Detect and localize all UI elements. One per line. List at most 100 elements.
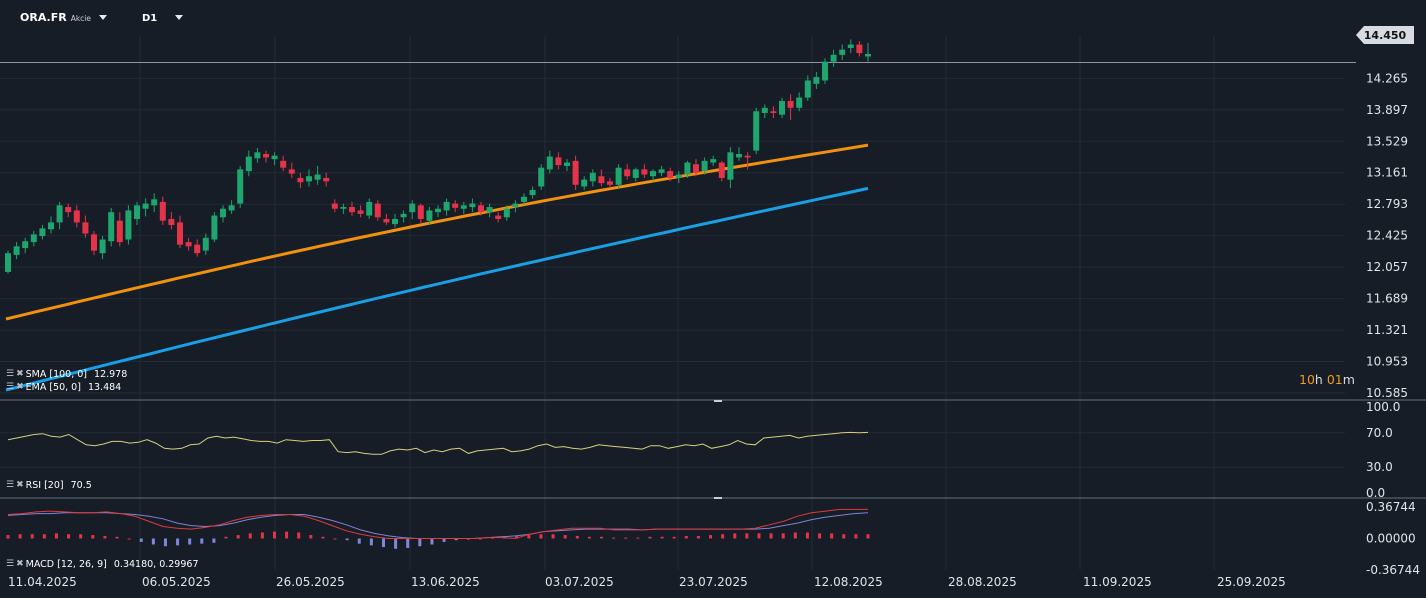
macd-label: MACD [12, 26, 9] (25, 559, 107, 570)
macd-histogram-bar (721, 534, 725, 539)
macd-histogram-bar (260, 532, 264, 539)
menu-icon[interactable]: ☰ (6, 369, 15, 379)
date-axis-tick: 28.08.2025 (948, 575, 1017, 589)
menu-icon[interactable]: ☰ (6, 382, 15, 392)
date-axis-tick: 26.05.2025 (276, 575, 345, 589)
date-axis-tick: 03.07.2025 (545, 575, 614, 589)
candle-bullish (426, 210, 433, 221)
date-axis-tick: 25.09.2025 (1217, 575, 1286, 589)
close-icon[interactable]: ✖ (16, 369, 24, 379)
macd-histogram-bar (563, 535, 567, 539)
candle-bullish (39, 228, 46, 237)
macd-histogram-bar (394, 538, 398, 549)
candle-bullish (142, 203, 149, 209)
price-axis-tick: 11.321 (1366, 323, 1408, 337)
candle-bullish (443, 201, 450, 211)
candles (5, 39, 871, 274)
candle-bullish (521, 196, 527, 202)
timeframe-selector[interactable]: D1 (142, 13, 184, 24)
macd-histogram-bar (79, 534, 83, 539)
candle-bullish (22, 241, 29, 249)
candle-bullish (99, 239, 106, 254)
macd-histogram-bar (369, 538, 373, 546)
rsi-axis-tick: 0.0 (1366, 486, 1385, 500)
macd-values: 0.34180, 0.29967 (113, 559, 199, 570)
candle-bearish (91, 234, 97, 251)
close-icon[interactable]: ✖ (16, 559, 24, 569)
last-price-tag: 14.450 (1356, 26, 1414, 44)
macd-histogram-bar (757, 533, 761, 539)
candle-bullish (400, 213, 407, 218)
macd-histogram-bar (42, 534, 46, 539)
macd-histogram-bar (188, 538, 192, 545)
symbol-selector[interactable]: ORA.FR Akcie (20, 11, 107, 24)
candle-bullish (228, 205, 235, 211)
macd-histogram-bar (248, 533, 252, 539)
rsi-axis-tick: 70.0 (1366, 426, 1393, 440)
candle-bearish (787, 100, 794, 108)
macd-histogram-bar (67, 534, 71, 539)
macd-histogram-bar (527, 535, 531, 539)
candle-bearish (65, 207, 72, 213)
macd-histogram-bar (539, 534, 543, 539)
macd-histogram-bar (696, 535, 700, 539)
macd-histogram-bar (139, 538, 143, 542)
pane-resize-handle[interactable] (714, 400, 722, 402)
candle-bullish (5, 253, 11, 273)
menu-icon[interactable]: ☰ (6, 480, 15, 490)
macd-histogram-bar (866, 534, 870, 539)
candle-bearish (374, 203, 381, 218)
candle-bullish (409, 203, 416, 213)
macd-histogram-bar (357, 538, 361, 544)
price-axis-tick: 10.953 (1366, 355, 1408, 369)
candle-bearish (555, 157, 562, 166)
candle-bearish (168, 218, 175, 225)
macd-histogram-bar (805, 532, 809, 539)
price-axis-tick: 10.585 (1366, 386, 1408, 400)
ema-indicator-legend[interactable]: ☰ ✖ EMA [50, 0] 13.484 (6, 382, 121, 393)
candle-bullish (435, 208, 441, 213)
menu-icon[interactable]: ☰ (6, 559, 15, 569)
candle-bullish (546, 156, 553, 170)
candle-bullish (589, 172, 596, 182)
candle-bullish (512, 203, 519, 208)
macd-histogram-bar (321, 536, 325, 539)
candle-bullish (615, 167, 622, 185)
macd-histogram-bar (430, 538, 434, 545)
macd-histogram-bar (612, 537, 616, 539)
macd-histogram-bar (818, 533, 822, 539)
macd-histogram-bar (200, 538, 204, 544)
macd-histogram-bar (309, 535, 313, 539)
sma-indicator-legend[interactable]: ☰ ✖ SMA [100, 0] 12.978 (6, 369, 127, 380)
close-icon[interactable]: ✖ (16, 382, 24, 392)
candle-bullish (564, 162, 570, 166)
candle-bullish (632, 169, 639, 178)
candle-bearish (177, 222, 183, 245)
candle-bullish (865, 53, 871, 57)
candle-bullish (830, 54, 837, 62)
candle-bullish (779, 100, 785, 115)
date-axis-tick: 06.05.2025 (142, 575, 211, 589)
candle-bullish (125, 210, 132, 240)
candle-bullish (650, 171, 656, 177)
candle-bullish (847, 44, 854, 48)
date-axis-tick: 13.06.2025 (411, 575, 480, 589)
macd-line (7, 508, 868, 540)
candle-bullish (108, 212, 115, 242)
macd-histogram-bar (236, 535, 240, 539)
macd-histogram-bar (636, 537, 640, 539)
close-icon[interactable]: ✖ (16, 480, 24, 490)
macd-histogram-bar (781, 533, 785, 539)
macd-histogram-bar (127, 538, 131, 540)
rsi-indicator-legend[interactable]: ☰ ✖ RSI [20] 70.5 (6, 480, 92, 491)
macd-indicator-legend[interactable]: ☰ ✖ MACD [12, 26, 9] 0.34180, 0.29967 (6, 559, 198, 570)
macd-histogram-bar (672, 536, 676, 539)
candle-bullish (529, 189, 536, 196)
candle-bullish (581, 179, 588, 187)
pane-resize-handle[interactable] (714, 497, 722, 499)
candle-bullish (727, 152, 734, 180)
grid-lines (0, 36, 1345, 570)
candle-bearish (667, 171, 674, 178)
candle-bullish (822, 61, 828, 81)
